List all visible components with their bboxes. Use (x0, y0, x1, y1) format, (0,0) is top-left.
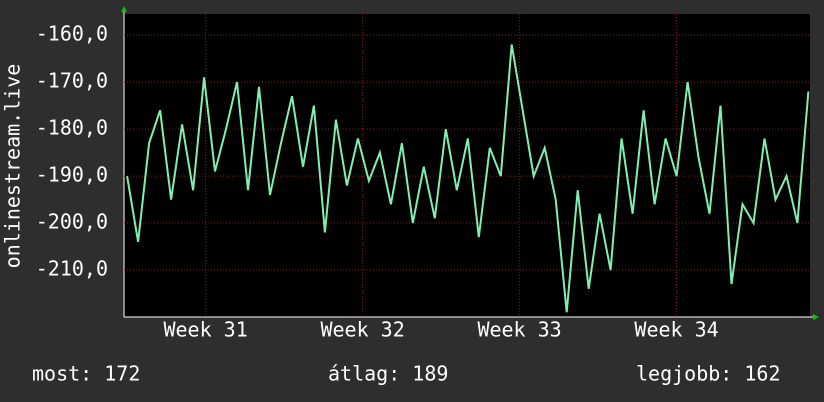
data-line (126, 44, 810, 313)
y-tick-label: -180,0 (36, 116, 108, 140)
y-tick-label: -190,0 (36, 163, 108, 187)
x-arrow (813, 314, 819, 320)
x-tick-label: Week 32 (320, 318, 404, 342)
y-tick-label: -170,0 (36, 69, 108, 93)
y-arrow (121, 6, 127, 12)
plot-area (124, 14, 810, 317)
y-tick-label: -200,0 (36, 210, 108, 234)
annotation: átlag: 189 (328, 362, 448, 386)
y-tick-label: -210,0 (36, 257, 108, 281)
x-tick-label: Week 33 (477, 318, 561, 342)
y-tick-label: -160,0 (36, 22, 108, 46)
x-tick-label: Week 31 (163, 318, 247, 342)
annotation: most: 172 (32, 362, 140, 386)
y-axis-label: onlinestream.live (1, 64, 25, 269)
annotation: legjobb: 162 (636, 362, 781, 386)
x-tick-label: Week 34 (634, 318, 718, 342)
